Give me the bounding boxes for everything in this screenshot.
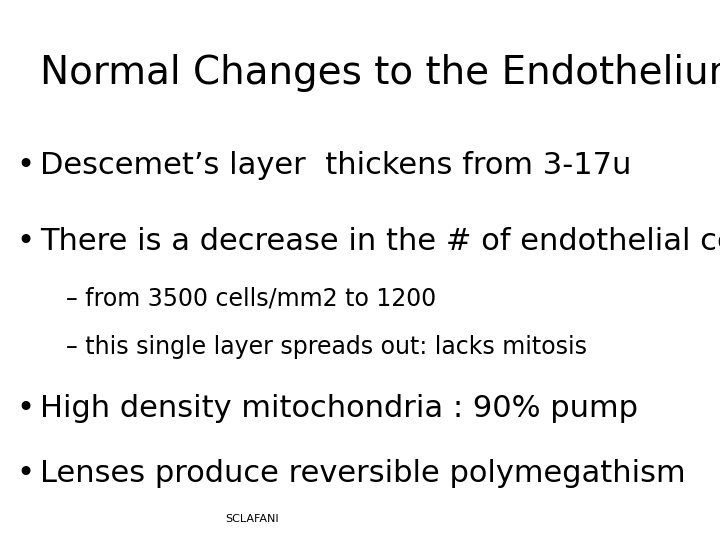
Text: Descemet’s layer  thickens from 3-17u: Descemet’s layer thickens from 3-17u	[40, 151, 631, 180]
Text: – this single layer spreads out: lacks mitosis: – this single layer spreads out: lacks m…	[66, 335, 587, 359]
Text: SCLAFANI: SCLAFANI	[225, 514, 279, 524]
Text: •: •	[16, 151, 35, 180]
Text: •: •	[16, 227, 35, 256]
Text: •: •	[16, 394, 35, 423]
Text: Normal Changes to the Endothelium: Normal Changes to the Endothelium	[40, 54, 720, 92]
Text: There is a decrease in the # of endothelial cells: There is a decrease in the # of endothel…	[40, 227, 720, 256]
Text: High density mitochondria : 90% pump: High density mitochondria : 90% pump	[40, 394, 639, 423]
Text: •: •	[16, 459, 35, 488]
Text: – from 3500 cells/mm2 to 1200: – from 3500 cells/mm2 to 1200	[66, 286, 436, 310]
Text: Lenses produce reversible polymegathism: Lenses produce reversible polymegathism	[40, 459, 686, 488]
